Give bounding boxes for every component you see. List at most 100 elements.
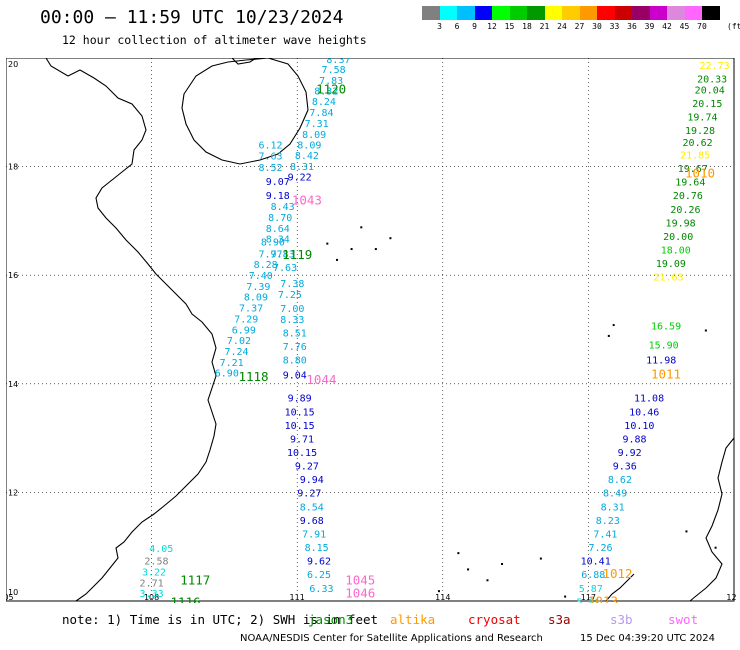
wave-height-value: 20.04 — [695, 85, 725, 96]
wave-height-value: 9.71 — [290, 434, 314, 445]
color-swatch — [667, 6, 685, 20]
color-swatch — [597, 6, 615, 20]
wave-height-value: 7.02 — [227, 336, 251, 347]
wave-height-value: 10.46 — [629, 407, 659, 418]
wave-height-value: 20.00 — [663, 232, 693, 243]
pass-id-label: 1045 — [345, 573, 375, 588]
coastline-philippines-luzon — [689, 437, 735, 602]
color-scale-tick: 36 — [627, 22, 637, 31]
island-dot — [336, 258, 339, 261]
altimeter-tracks: 8.377.587.838.328.247.847.318.098.098.42… — [140, 58, 733, 603]
wave-height-value: 10.41 — [581, 557, 611, 568]
wave-height-value: 9.04 — [283, 370, 307, 381]
wave-height-value: 19.09 — [656, 259, 686, 270]
wave-height-value: 16.59 — [651, 322, 681, 333]
wave-height-value: 8.80 — [283, 356, 307, 367]
wave-height-value: 6.33 — [309, 584, 333, 595]
mission-s3a: s3a — [548, 612, 571, 627]
pass-id-label: 1120 — [316, 81, 346, 96]
island-dot — [714, 546, 717, 549]
wave-height-value: 7.29 — [234, 314, 258, 325]
island-dot — [360, 226, 363, 229]
island-dot — [437, 590, 440, 593]
wave-height-value: 5.87 — [579, 584, 603, 595]
island-dot — [350, 248, 353, 251]
pass-id-label: 1010 — [685, 165, 715, 180]
lon-tick-label: 120 — [726, 593, 736, 602]
coastline-hainan — [181, 58, 309, 165]
wave-height-value: 8.31 — [601, 502, 625, 513]
color-swatch — [422, 6, 440, 20]
wave-height-value: 2.58 — [144, 557, 168, 568]
color-scale-tick: 27 — [574, 22, 585, 31]
wave-height-value: 9.88 — [622, 434, 646, 445]
wave-height-value: 19.28 — [685, 126, 715, 137]
wave-height-value: 7.41 — [593, 529, 617, 540]
mission-cryosat: cryosat — [468, 612, 521, 627]
wave-height-value: 20.33 — [697, 74, 727, 85]
wave-height-value: 9.27 — [295, 462, 319, 473]
color-swatch — [614, 6, 632, 20]
island-dot — [564, 595, 567, 598]
color-swatch — [702, 6, 720, 20]
color-swatch — [579, 6, 597, 20]
page-subtitle: 12 hour collection of altimeter wave hei… — [62, 33, 367, 47]
pass-id-label: 1043 — [292, 193, 322, 208]
wave-height-value: 19.98 — [666, 218, 696, 229]
lat-tick-label: 20 — [8, 60, 18, 69]
pass-id-label: 1046 — [345, 586, 375, 601]
wave-height-value: 19.67 — [678, 164, 708, 175]
wave-height-value: 9.27 — [297, 489, 321, 500]
track-1010: 19.2222.0622.7320.3320.0420.1519.7419.28… — [646, 58, 732, 367]
wave-height-value: 7.39 — [246, 282, 270, 293]
wave-height-value: 10.10 — [624, 421, 654, 432]
color-scale-tick: 15 — [504, 22, 515, 31]
pass-id-label: 1011 — [651, 366, 681, 381]
wave-height-value: 9.68 — [300, 516, 324, 527]
lat-tick-label: 10 — [8, 588, 18, 597]
wave-height-value: 9.94 — [300, 475, 324, 486]
coastline — [45, 58, 735, 602]
wave-height-value: 7.58 — [322, 65, 346, 76]
wave-height-value: 8.09 — [244, 293, 268, 304]
color-swatch — [439, 6, 457, 20]
wave-height-value: 4.05 — [149, 544, 173, 555]
color-scale-tick: 33 — [609, 22, 620, 31]
wave-height-value: 20.26 — [670, 205, 700, 216]
wave-height-value: 10.15 — [287, 448, 317, 459]
island-dot — [685, 530, 688, 533]
pass-id-label: 1116 — [171, 594, 201, 603]
wave-height-value: 11.08 — [634, 394, 664, 405]
lon-tick-label: 117 — [581, 593, 596, 602]
wave-height-value: 11.98 — [646, 356, 676, 367]
wave-height-value: 9.92 — [618, 448, 642, 459]
wave-height-value: 21.85 — [680, 150, 710, 161]
wave-height-value: 8.15 — [305, 543, 329, 554]
wave-height-value: 20.62 — [683, 138, 713, 149]
wave-height-value: 8.43 — [271, 202, 295, 213]
color-scale-tick: 42 — [662, 22, 672, 31]
pass-id-label: 1044 — [306, 372, 336, 387]
wave-height-value: 19.64 — [675, 178, 705, 189]
wave-height-value: 6.25 — [307, 570, 331, 581]
wave-height-value: 9.07 — [266, 177, 290, 188]
wave-height-value: 8.33 — [280, 315, 304, 326]
wave-height-value: 7.37 — [239, 304, 263, 315]
wave-height-value: 7.84 — [309, 108, 333, 119]
wave-height-value: 8.34 — [266, 235, 290, 246]
wave-height-value: 8.42 — [295, 151, 319, 162]
wave-height-value: 9.18 — [266, 191, 290, 202]
mission-s3b: s3b — [610, 612, 633, 627]
axis-labels: 105 108 111 114 117 120 20 18 16 14 12 10 — [6, 60, 736, 602]
color-scale-tick: 9 — [472, 22, 477, 31]
wave-height-value: 8.70 — [268, 213, 292, 224]
wave-height-value: 2.71 — [140, 578, 164, 589]
lat-tick-label: 12 — [8, 488, 18, 497]
wave-height-value: 7.91 — [302, 529, 326, 540]
wave-height-value: 10.15 — [285, 407, 315, 418]
coastline-leizhou — [231, 58, 257, 65]
wave-height-value: 22.73 — [700, 61, 730, 72]
color-swatch — [544, 6, 562, 20]
wave-height-value: 8.24 — [312, 97, 336, 108]
